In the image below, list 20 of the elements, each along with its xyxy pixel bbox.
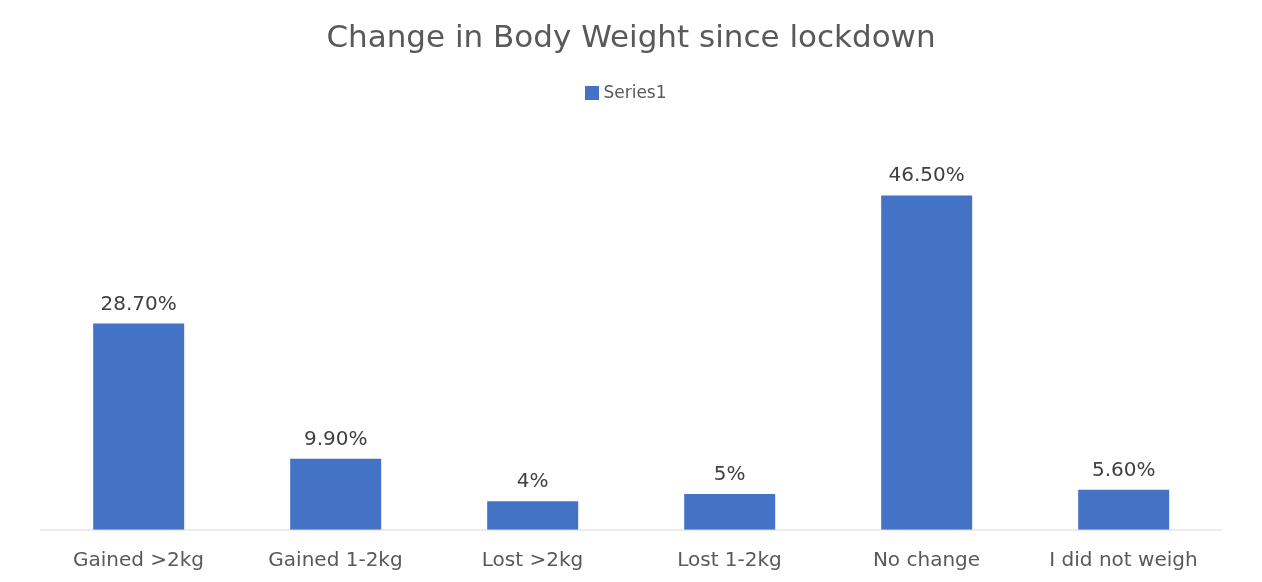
x-tick-label: I did not weigh (1049, 547, 1198, 572)
bar (290, 458, 382, 530)
legend-label: Series1 (603, 82, 667, 102)
chart-title: Change in Body Weight since lockdown (325, 17, 937, 56)
data-label: 46.50% (888, 162, 965, 187)
data-label: 5.60% (1091, 456, 1156, 481)
x-tick-label: Lost 1-2kg (677, 547, 782, 572)
data-label: 9.90% (303, 425, 368, 450)
bar (487, 501, 579, 530)
bar (1078, 489, 1170, 530)
x-tick-label: Gained 1-2kg (268, 547, 403, 572)
data-label: 5% (713, 461, 746, 486)
bar (881, 195, 973, 530)
x-tick-label: No change (872, 547, 981, 572)
x-tick-label: Gained >2kg (72, 547, 205, 572)
bar (684, 494, 776, 530)
bar (93, 323, 185, 530)
data-label: 4% (516, 468, 549, 493)
data-label: 28.70% (100, 290, 177, 315)
x-tick-label: Lost >2kg (481, 547, 584, 572)
